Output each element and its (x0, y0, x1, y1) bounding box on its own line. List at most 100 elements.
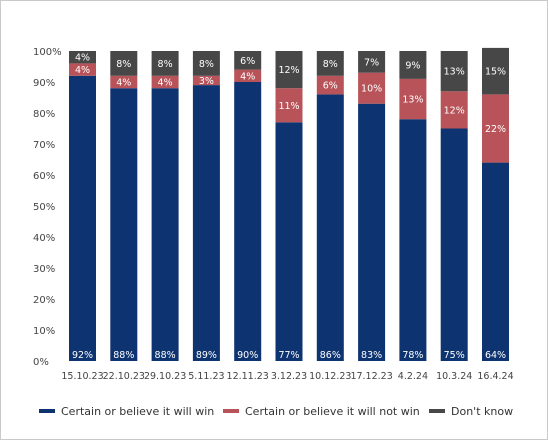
data-label: 4% (158, 78, 173, 89)
y-tick-label: 30% (33, 264, 55, 275)
bar-segment-will-not-win (110, 75, 138, 89)
data-label: 10% (361, 84, 382, 95)
x-tick-label: 3.12.23 (271, 371, 307, 382)
y-tick-label: 40% (33, 233, 55, 244)
data-label: 4% (116, 78, 131, 89)
data-label: 78% (402, 350, 423, 361)
x-tick-label: 17.12.23 (350, 371, 392, 382)
bar-segment-dont-know (69, 51, 96, 64)
data-label: 6% (240, 56, 255, 67)
data-label: 83% (361, 350, 382, 361)
bar-segment-will-not-win (316, 75, 344, 95)
bar-segment-will-not-win (482, 94, 509, 163)
data-label: 8% (323, 59, 338, 70)
data-label: 22% (485, 124, 506, 135)
x-tick-label: 10.12.23 (309, 371, 351, 382)
data-label: 12% (444, 105, 465, 116)
legend-swatch (39, 409, 55, 413)
bar-segment-dont-know (234, 51, 262, 70)
y-axis: 0% 10% 20% 30% 40% 50% 60% 70% 80% 90% 100% (33, 47, 62, 368)
bar-segment-dont-know (151, 51, 179, 76)
bar-segment-will-win (358, 103, 386, 361)
bar-segment-dont-know (399, 51, 427, 79)
bar-segment-dont-know (482, 47, 509, 95)
data-label: 13% (444, 67, 465, 78)
bar-segment-will-not-win (151, 75, 179, 89)
y-tick-label: 60% (33, 171, 55, 182)
y-tick-label: 90% (33, 78, 55, 89)
bar-segment-will-win (69, 75, 96, 362)
legend: Certain or believe it will win Certain or… (39, 405, 513, 418)
legend-label: Certain or believe it will not win (245, 405, 420, 418)
bar-segment-will-not-win (440, 91, 468, 129)
data-label: 4% (240, 71, 255, 82)
bar-segment-will-win (192, 85, 220, 361)
data-label: 88% (113, 350, 134, 361)
data-label: 75% (444, 350, 465, 361)
legend-label: Don't know (451, 405, 513, 418)
bar-segment-dont-know (316, 51, 344, 76)
data-label: 88% (155, 350, 176, 361)
data-label: 15% (485, 67, 506, 78)
bar-segment-will-win (234, 82, 262, 361)
bar-segment-will-win (399, 119, 427, 361)
bar-segment-will-win (110, 88, 138, 361)
data-label: 11% (278, 101, 299, 112)
bar-segment-will-not-win (192, 75, 220, 86)
data-label: 3% (199, 76, 214, 87)
data-label: 12% (278, 65, 299, 76)
bar-segment-dont-know (192, 51, 220, 76)
y-tick-label: 50% (33, 202, 55, 213)
data-label: 90% (237, 350, 258, 361)
bar-segment-will-not-win (275, 88, 303, 123)
y-tick-label: 10% (33, 326, 55, 337)
bar-segment-will-not-win (358, 72, 386, 104)
legend-label: Certain or believe it will win (61, 405, 214, 418)
bar-segment-will-win (482, 162, 509, 361)
data-label: 4% (75, 53, 90, 64)
data-label: 8% (199, 59, 214, 70)
data-label: 77% (278, 350, 299, 361)
data-label: 89% (196, 350, 217, 361)
bar-segment-will-win (151, 88, 179, 361)
y-tick-label: 70% (33, 140, 55, 151)
data-label: 13% (402, 95, 423, 106)
legend-swatch (223, 409, 239, 413)
y-tick-label: 0% (33, 357, 49, 368)
bar-segment-will-win (316, 94, 344, 362)
data-label: 92% (72, 350, 93, 361)
bar-segment-dont-know (275, 51, 303, 89)
bars: 92%4%4%88%4%8%88%4%8%89%3%8%90%4%6%77%11… (69, 47, 509, 362)
data-label: 64% (485, 350, 506, 361)
y-tick-label: 20% (33, 295, 55, 306)
x-tick-label: 15.10.23 (61, 371, 103, 382)
data-label: 9% (405, 60, 420, 71)
data-label: 8% (116, 59, 131, 70)
data-label: 7% (364, 57, 379, 68)
bar-segment-will-not-win (234, 69, 262, 82)
data-label: 6% (323, 81, 338, 92)
bar-segment-dont-know (358, 51, 386, 73)
y-tick-label: 100% (33, 47, 62, 58)
data-label: 86% (320, 350, 341, 361)
x-tick-label: 10.3.24 (436, 371, 472, 382)
x-tick-label: 16.4.24 (477, 371, 513, 382)
data-label: 4% (75, 65, 90, 76)
x-tick-label: 29.10.23 (144, 371, 186, 382)
x-tick-label: 5.11.23 (188, 371, 224, 382)
data-label: 8% (158, 59, 173, 70)
x-tick-label: 4.2.24 (398, 371, 428, 382)
bar-segment-dont-know (110, 51, 138, 76)
bar-segment-will-win (440, 128, 468, 361)
bar-segment-will-not-win (399, 78, 427, 120)
x-tick-label: 12.11.23 (227, 371, 269, 382)
bar-segment-will-win (275, 122, 303, 361)
y-tick-label: 80% (33, 109, 55, 120)
bar-segment-will-not-win (69, 63, 96, 76)
x-tick-label: 22.10.23 (103, 371, 145, 382)
legend-swatch (429, 409, 445, 413)
bar-segment-dont-know (440, 51, 468, 92)
